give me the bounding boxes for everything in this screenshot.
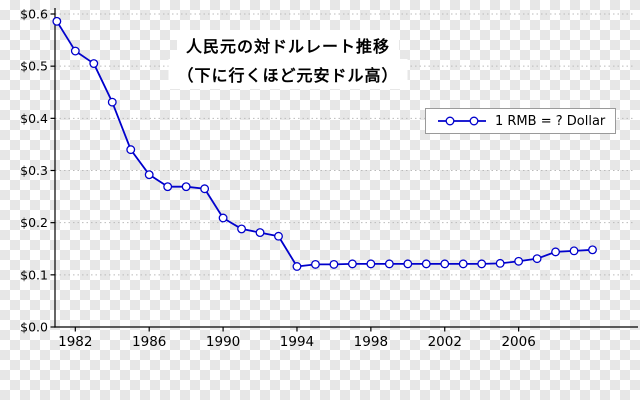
- tick-marks: [50, 13, 520, 332]
- svg-text:$0.2: $0.2: [20, 215, 48, 230]
- legend-label: 1 RMB = ? Dollar: [495, 113, 606, 129]
- x-tick-labels: 1982 1986 1990 1994 1998 2002 2006: [58, 334, 536, 350]
- svg-text:2006: 2006: [501, 334, 535, 350]
- y-tick-labels: $0.0 $0.1 $0.2 $0.3 $0.4 $0.5 $0.6: [20, 7, 48, 335]
- svg-text:$0.1: $0.1: [20, 267, 48, 282]
- legend: 1 RMB = ? Dollar: [425, 108, 617, 134]
- svg-text:$0.3: $0.3: [20, 163, 48, 178]
- rate-markers: [52, 16, 597, 271]
- chart-title: 人民元の対ドルレート推移: [176, 30, 400, 60]
- legend-line-sample-icon: [438, 116, 486, 126]
- svg-text:1982: 1982: [58, 334, 92, 350]
- svg-text:$0.4: $0.4: [20, 111, 48, 126]
- svg-text:$0.6: $0.6: [20, 7, 48, 22]
- svg-text:$0.0: $0.0: [20, 320, 48, 335]
- svg-text:1994: 1994: [280, 334, 314, 350]
- svg-text:2002: 2002: [428, 334, 462, 350]
- svg-text:1990: 1990: [206, 334, 240, 350]
- chart-subtitle: （下に行くほど元安ドル高）: [168, 59, 408, 89]
- svg-text:1986: 1986: [132, 334, 166, 350]
- svg-text:$0.5: $0.5: [20, 59, 48, 74]
- svg-text:1998: 1998: [354, 334, 388, 350]
